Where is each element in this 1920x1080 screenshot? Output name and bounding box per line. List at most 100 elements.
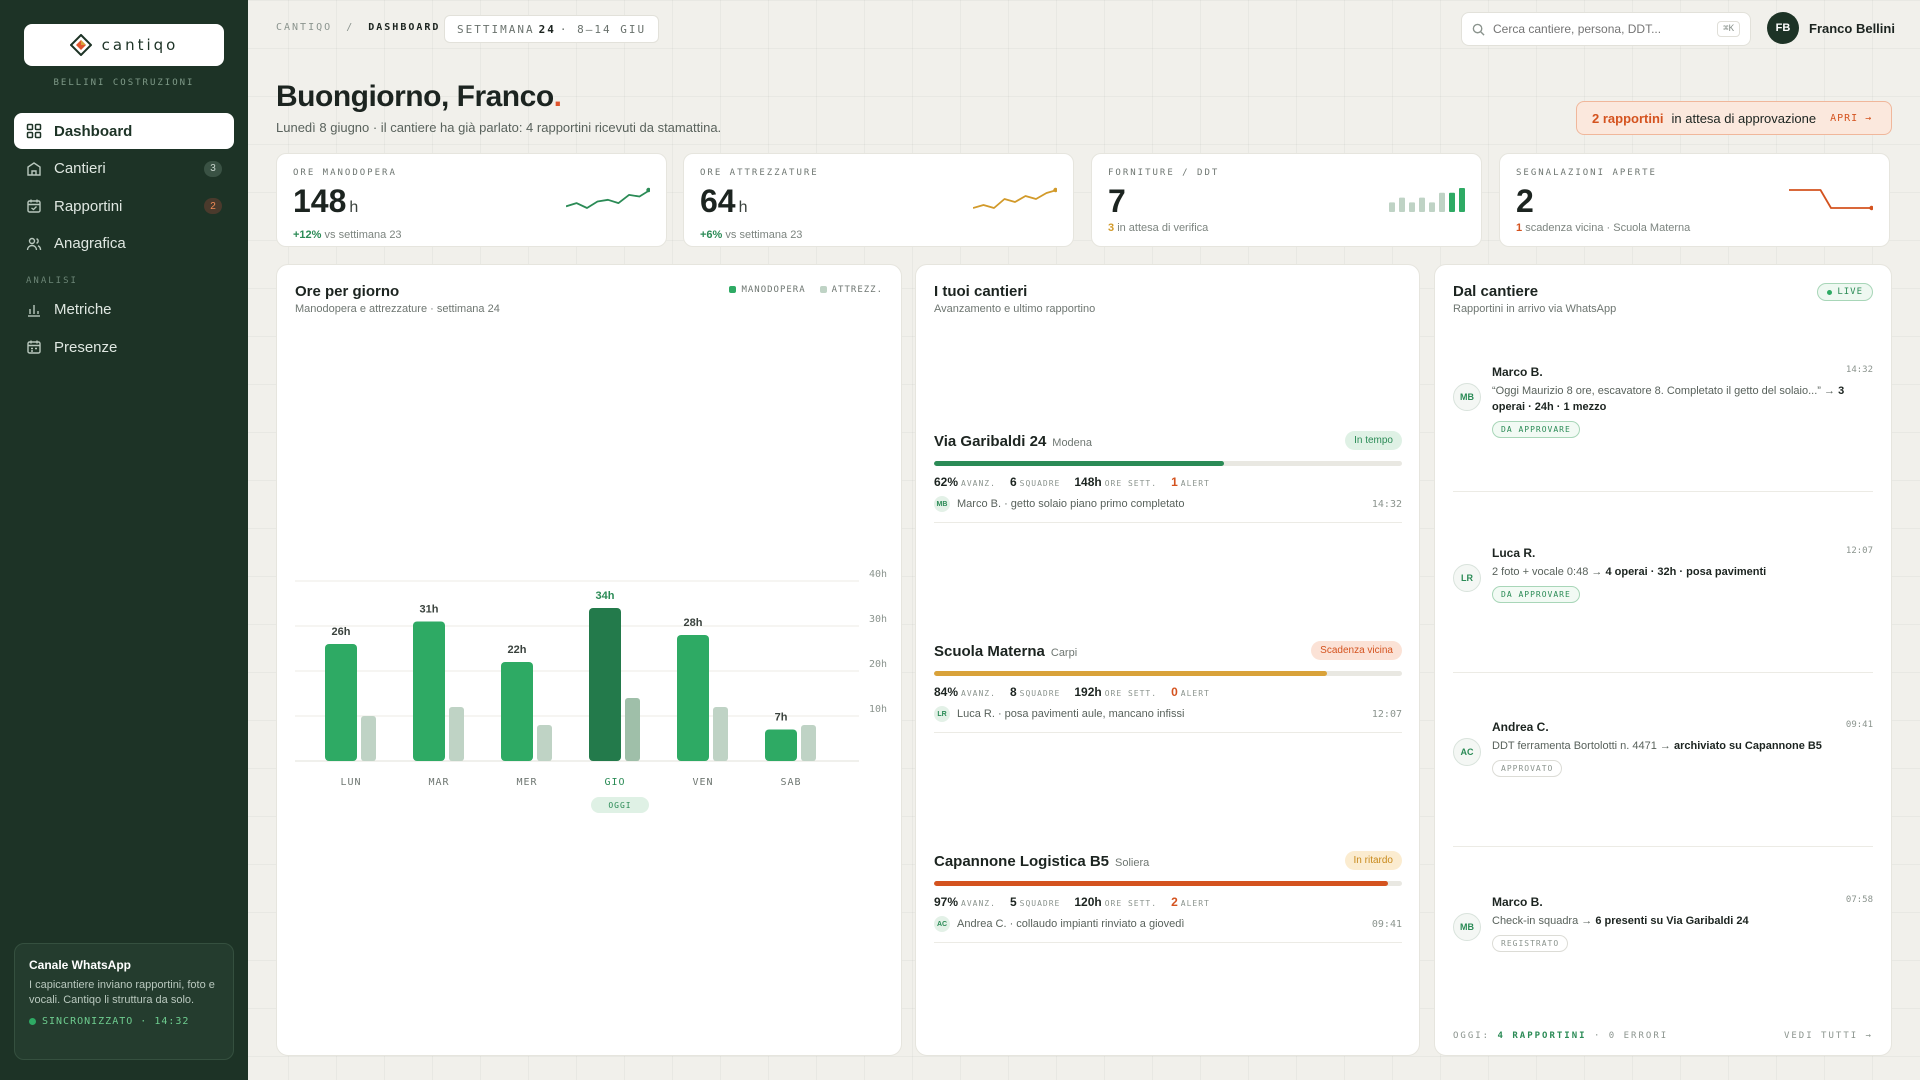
site-header: Capannone Logistica B5 Soliera In ritardo	[934, 851, 1402, 871]
site-city: Modena	[1052, 437, 1093, 449]
progress-fill	[934, 461, 1225, 466]
stat-label: SQUADRE	[1019, 689, 1061, 698]
today-pill	[591, 797, 649, 813]
bar-attrezzature[interactable]	[537, 725, 552, 761]
kpi-card-manodopera[interactable]: ORE MANODOPERA 148 h +12% vs settimana 23	[276, 153, 667, 247]
breadcrumb-root[interactable]: CANTIQO	[276, 22, 333, 33]
stat-teams: 5 SQUADRE	[1010, 895, 1060, 909]
kpi-unit: h	[349, 199, 359, 216]
sidebar: cantiqo BELLINI COSTRUZIONI Dashboard Ca…	[0, 0, 248, 1080]
search-box[interactable]: ⌘K	[1461, 12, 1751, 46]
site-card[interactable]: Via Garibaldi 24 Modena In tempo 62% AVANZ…	[934, 431, 1402, 523]
feed-status-tag[interactable]: DA APPROVARE	[1492, 586, 1580, 603]
feed-time: 07:58	[1845, 895, 1873, 905]
feed-time: 09:41	[1845, 720, 1873, 730]
site-header: Via Garibaldi 24 Modena In tempo	[934, 431, 1402, 451]
week-selector[interactable]: SETTIMANA 24 · 8–14 GIU	[444, 15, 660, 43]
legend-item-manodopera: MANODOPERA	[729, 285, 805, 295]
logo[interactable]: cantiqo	[24, 24, 224, 66]
sparkline-end-dot	[1869, 205, 1873, 211]
nav-item-presenze[interactable]: Presenze	[14, 329, 234, 365]
page-title: Buongiorno, Franco.	[276, 80, 562, 114]
stat-alerts: 1 ALERT	[1171, 475, 1210, 489]
bar-manodopera[interactable]	[765, 729, 797, 762]
nav-item-dashboard[interactable]: Dashboard	[14, 113, 234, 149]
site-card[interactable]: Scuola Materna Carpi Scadenza vicina 84% A…	[934, 641, 1402, 733]
search-input[interactable]	[1493, 22, 1710, 36]
sparkline	[973, 187, 1057, 209]
kpi-card-attrezzature[interactable]: ORE ATTREZZATURE 64 h +6% vs settimana 23	[683, 153, 1074, 247]
stat-label: ORE SETT.	[1104, 479, 1158, 488]
feed-author: Marco B.	[1492, 365, 1543, 379]
bar-manodopera[interactable]	[325, 644, 357, 761]
user-menu[interactable]: FB Franco Bellini	[1767, 12, 1895, 44]
bar-attrezzature[interactable]	[361, 716, 376, 761]
feed-time: 12:07	[1845, 546, 1873, 556]
bar-attrezzature[interactable]	[713, 707, 728, 761]
last-report[interactable]: LR Luca R. · posa pavimenti aule, mancan…	[934, 706, 1402, 733]
site-name: Capannone Logistica B5	[934, 853, 1110, 870]
feed-body: Luca R. 2 foto + vocale 0:48 → 4 operai …	[1492, 546, 1873, 603]
avatar: AC	[934, 916, 950, 932]
view-all-link[interactable]: VEDI TUTTI →	[1783, 1031, 1873, 1041]
data-label: 34h	[596, 590, 615, 602]
nav-item-rapportini[interactable]: Rapportini 2	[14, 188, 234, 224]
stat-value: 8	[1009, 685, 1017, 699]
kpi-delta: +6%	[700, 229, 723, 241]
kpi-sub: 1 scadenza vicina · Scuola Materna	[1516, 222, 1873, 234]
feed-summary: 4 operai · 32h · posa pavimenti	[1605, 566, 1767, 578]
mini-bar-chart	[1389, 188, 1465, 212]
bar-attrezzature[interactable]	[449, 707, 464, 761]
nav-item-anagrafica[interactable]: Anagrafica	[14, 226, 234, 262]
whatsapp-title: Canale WhatsApp	[29, 958, 132, 972]
site-name: Scuola Materna	[934, 643, 1045, 660]
kpi-card-forniture[interactable]: FORNITURE / DDT 7 3 in attesa di verific…	[1091, 153, 1482, 247]
open-pending-button[interactable]: APRI →	[1830, 112, 1873, 124]
x-tick-label: VEN	[692, 777, 713, 788]
feed-status-tag[interactable]: DA APPROVARE	[1492, 421, 1580, 438]
bar-attrezzature[interactable]	[625, 698, 640, 761]
feed-item[interactable]: MB Marco B. Check-in squadra → 6 present…	[1453, 895, 1873, 952]
nav-item-cantieri[interactable]: Cantieri 3	[14, 151, 234, 187]
legend-swatch	[729, 286, 737, 293]
site-card[interactable]: Capannone Logistica B5 Soliera In ritardo…	[934, 851, 1402, 943]
feed-item[interactable]: AC Andrea C. DDT ferramenta Bortolotti n…	[1453, 720, 1873, 777]
mini-bar	[1419, 197, 1425, 212]
y-tick-label: 30h	[869, 614, 887, 625]
kpi-card-segnalazioni[interactable]: SEGNALAZIONI APERTE 2 1 scadenza vicina …	[1499, 153, 1890, 247]
bar-manodopera[interactable]	[677, 635, 709, 761]
bar-manodopera[interactable]	[501, 662, 533, 761]
avatar: MB	[1453, 913, 1481, 941]
stat-value: 97%	[934, 895, 959, 909]
data-label: 31h	[420, 604, 439, 616]
legend-swatch	[819, 286, 827, 293]
nav-item-metriche[interactable]: Metriche	[14, 292, 234, 328]
search-icon	[1472, 23, 1485, 36]
users-icon	[26, 237, 42, 250]
stat-value: 2	[1171, 895, 1178, 909]
stat-teams: 6 SQUADRE	[1010, 475, 1060, 489]
feed-body: Marco B. Check-in squadra → 6 presenti s…	[1492, 895, 1873, 952]
feed-author: Andrea C.	[1492, 720, 1549, 734]
last-report[interactable]: MB Marco B. · getto solaio piano primo c…	[934, 496, 1402, 523]
stat-value: 120h	[1074, 895, 1102, 909]
mini-bar	[1459, 188, 1465, 212]
sites-panel: I tuoi cantieri Avanzamento e ultimo rap…	[915, 264, 1420, 1056]
logo-text: cantiqo	[101, 36, 179, 54]
y-tick-label: 10h	[869, 704, 887, 715]
bar-attrezzature[interactable]	[801, 725, 816, 761]
progress-bar	[934, 461, 1402, 466]
feed-item[interactable]: LR Luca R. 2 foto + vocale 0:48 → 4 oper…	[1453, 546, 1873, 603]
progress-fill	[934, 881, 1388, 886]
feed-item[interactable]: MB Marco B. “Oggi Maurizio 8 ore, escava…	[1453, 365, 1873, 438]
pending-approvals-banner[interactable]: 2 rapportini in attesa di approvazione A…	[1576, 101, 1892, 135]
bar-manodopera[interactable]	[589, 608, 621, 761]
feed-footer: OGGI: 4 RAPPORTINI · 0 ERRORI VEDI TUTTI…	[1453, 1031, 1873, 1041]
panel-subtitle: Rapportini in arrivo via WhatsApp	[1453, 303, 1617, 315]
stat-alerts: 0 ALERT	[1171, 685, 1210, 699]
avatar: LR	[1453, 564, 1481, 592]
feed-text: Check-in squadra → 6 presenti su Via Gar…	[1492, 913, 1873, 929]
bar-manodopera[interactable]	[413, 621, 445, 762]
last-report[interactable]: AC Andrea C. · collaudo impianti rinviat…	[934, 916, 1402, 943]
feed-text: 2 foto + vocale 0:48 → 4 operai · 32h · …	[1492, 564, 1873, 580]
